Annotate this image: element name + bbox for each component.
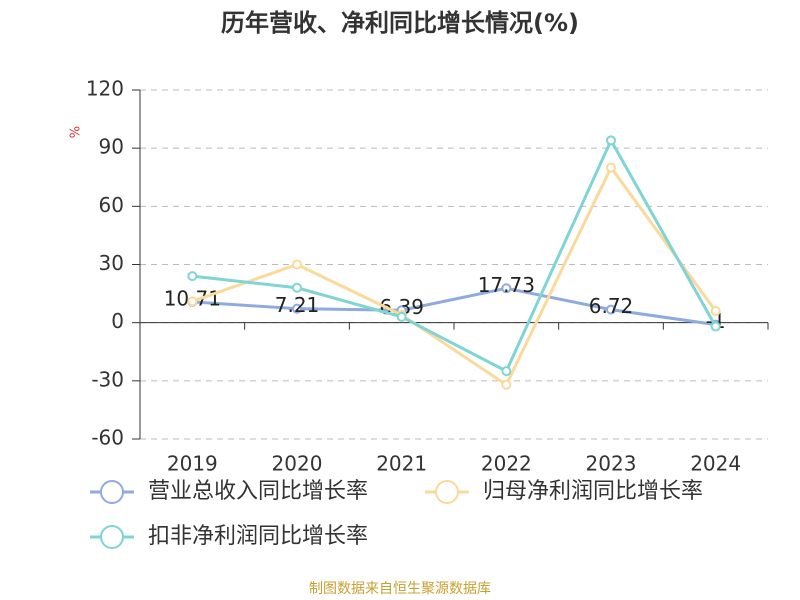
point — [710, 321, 721, 332]
source-note: 制图数据来自恒生聚源数据库 — [309, 581, 491, 597]
y-tick-label: 60 — [99, 193, 124, 217]
point — [292, 303, 302, 314]
y-axis-label: % — [69, 126, 84, 138]
point — [292, 282, 302, 293]
x-tick-label: 2022 — [481, 452, 532, 476]
point — [501, 366, 512, 377]
y-tick-label: 30 — [99, 251, 124, 275]
point — [187, 271, 198, 282]
point — [710, 306, 721, 317]
point — [501, 379, 512, 390]
series-line — [191, 164, 717, 387]
legend-marker — [435, 480, 459, 504]
y-tick-label: 120 — [86, 77, 124, 101]
legend-label: 归母净利润同比增长率 — [483, 479, 703, 504]
data-label: 6.72 — [589, 294, 634, 318]
y-tick-label: -60 — [91, 426, 124, 450]
point — [606, 304, 616, 315]
y-tick-label: 0 — [111, 309, 124, 333]
point — [292, 259, 302, 270]
series-line — [192, 137, 717, 374]
chart-title: 历年营收、净利同比增长情况(%) — [221, 9, 579, 37]
point — [396, 311, 407, 322]
legend-marker — [100, 525, 124, 549]
point — [606, 162, 616, 173]
legend-label: 扣非净利润同比增长率 — [148, 524, 368, 549]
y-tick-label: -30 — [91, 367, 124, 391]
x-tick-label: 2019 — [167, 452, 218, 476]
point — [187, 296, 198, 307]
point — [606, 135, 616, 146]
x-tick-label: 2021 — [376, 452, 427, 476]
data-label: 17.73 — [478, 273, 535, 297]
data-label: 7.21 — [275, 293, 320, 317]
x-tick-label: 2023 — [586, 452, 637, 476]
y-tick-label: 90 — [99, 135, 124, 159]
x-tick-label: 2024 — [690, 452, 741, 476]
point — [501, 283, 512, 294]
series-line — [192, 286, 716, 327]
legend-marker — [100, 480, 124, 504]
x-tick-label: 2020 — [272, 452, 323, 476]
legend-label: 营业总收入同比增长率 — [148, 479, 368, 504]
